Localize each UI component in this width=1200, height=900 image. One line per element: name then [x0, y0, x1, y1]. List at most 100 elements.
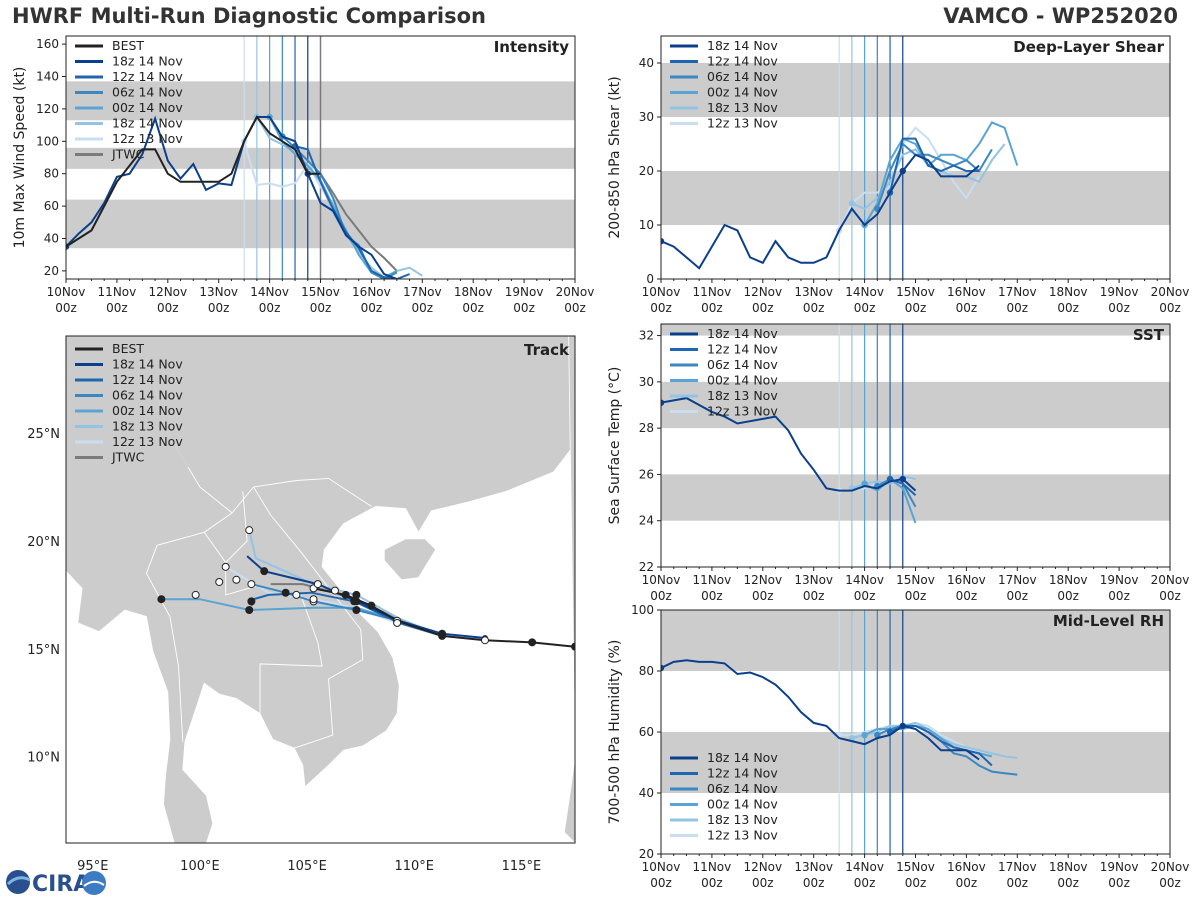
- track-point: [247, 580, 256, 589]
- legend-label: 06z 14 Nov: [707, 69, 778, 84]
- x-tick-label: 00z: [803, 589, 825, 603]
- x-tick-label: 00z: [361, 301, 383, 315]
- country-border: [253, 486, 364, 749]
- shade-band: [661, 474, 1170, 521]
- lon-tick-label: 110°E: [394, 859, 434, 874]
- x-tick-label: 00z: [1108, 301, 1130, 315]
- panel-title: Track: [524, 341, 570, 359]
- x-tick-label: 00z: [259, 301, 281, 315]
- y-tick-label: 24: [639, 514, 654, 528]
- x-tick-label: 12Nov: [148, 285, 187, 299]
- best-track-point: [571, 642, 575, 651]
- x-tick-label: 15Nov: [896, 860, 935, 874]
- y-tick-label: 80: [639, 664, 654, 678]
- legend-label: JTWC: [111, 147, 145, 162]
- y-tick-label: 40: [639, 56, 654, 70]
- x-tick-label: 18Nov: [454, 285, 493, 299]
- x-tick-label: 16Nov: [947, 285, 986, 299]
- legend-label: 18z 14 Nov: [112, 54, 183, 69]
- x-tick-label: 17Nov: [998, 860, 1037, 874]
- legend-label: 12z 14 Nov: [707, 54, 778, 69]
- legend-label: 12z 13 Nov: [112, 434, 183, 449]
- track-point: [245, 605, 254, 614]
- cira-logo-text: CIRA: [32, 872, 90, 897]
- land-hainan: [383, 538, 437, 581]
- track-point: [221, 562, 230, 571]
- x-tick-label: 11Nov: [693, 285, 732, 299]
- x-tick-label: 00z: [803, 301, 825, 315]
- y-axis-label: 200-850 hPa Shear (kt): [607, 76, 623, 238]
- x-tick-label: 00z: [905, 876, 927, 890]
- shade-band: [661, 732, 1170, 793]
- cira-swoosh-icon: [6, 876, 31, 886]
- noaa-wave-icon: [83, 880, 105, 887]
- x-tick-label: 20Nov: [1151, 285, 1190, 299]
- series-line: [876, 142, 993, 210]
- plot-area-sst: [661, 324, 1170, 567]
- track-point: [281, 588, 290, 597]
- x-tick-label: 12Nov: [743, 573, 782, 587]
- legend-label: 18z 13 Nov: [707, 812, 778, 827]
- x-tick-label: 00z: [752, 589, 774, 603]
- legend-label: 12z 13 Nov: [112, 131, 183, 146]
- legend-label: 18z 14 Nov: [707, 38, 778, 53]
- track-point: [215, 577, 224, 586]
- track-point: [191, 590, 200, 599]
- y-axis-label: 10m Max Wind Speed (kt): [12, 67, 28, 249]
- x-tick-label: 18Nov: [1049, 573, 1088, 587]
- panel-title: SST: [1133, 326, 1165, 344]
- x-tick-label: 00z: [1159, 876, 1181, 890]
- track-point: [350, 597, 359, 606]
- x-tick-label: 00z: [803, 876, 825, 890]
- y-tick-label: 20: [44, 264, 59, 278]
- lon-tick-label: 105°E: [287, 859, 327, 874]
- track-point: [247, 597, 256, 606]
- y-tick-label: 60: [639, 725, 654, 739]
- x-tick-label: 14Nov: [845, 573, 884, 587]
- y-tick-label: 120: [36, 102, 59, 116]
- series-line: [661, 659, 980, 761]
- x-tick-label: 11Nov: [693, 860, 732, 874]
- panel-track: 95°E 100°E 105°E 110°E 115°E 10°N 15°N 20°N 25°N…: [27, 335, 576, 874]
- x-tick-label: 18Nov: [1049, 285, 1088, 299]
- lon-tick-label: 95°E: [77, 859, 108, 874]
- legend-label: 06z 14 Nov: [112, 85, 183, 100]
- track-point: [352, 590, 361, 599]
- x-tick-label: 00z: [1108, 876, 1130, 890]
- x-tick-label: 00z: [462, 301, 484, 315]
- panel-title: Intensity: [494, 38, 570, 56]
- x-tick-label: 19Nov: [1100, 285, 1139, 299]
- legend-label: 18z 13 Nov: [112, 419, 183, 434]
- legend-label: 18z 14 Nov: [112, 116, 183, 131]
- x-tick-label: 11Nov: [98, 285, 137, 299]
- x-tick-label: 00z: [956, 589, 978, 603]
- lat-tick-label: 15°N: [27, 643, 60, 658]
- legend-label: 18z 14 Nov: [707, 750, 778, 765]
- lat-tick-label: 10°N: [27, 751, 60, 766]
- x-tick-label: 17Nov: [403, 285, 442, 299]
- series-start-point: [661, 399, 665, 406]
- x-tick-label: 00z: [701, 876, 723, 890]
- x-tick-label: 14Nov: [845, 860, 884, 874]
- lat-tick-label: 20°N: [27, 535, 60, 550]
- noaa-seal-icon: [82, 871, 106, 895]
- x-tick-label: 20Nov: [1151, 573, 1190, 587]
- y-tick-label: 28: [639, 421, 654, 435]
- shade-band: [661, 610, 1170, 671]
- y-tick-label: 140: [36, 70, 59, 84]
- plot-area-intensity: [66, 36, 575, 279]
- y-tick-label: 60: [44, 199, 59, 213]
- plot-area-rh: [661, 610, 1170, 854]
- y-tick-label: 20: [639, 164, 654, 178]
- legend-label: 18z 14 Nov: [707, 326, 778, 341]
- y-tick-label: 22: [639, 560, 654, 574]
- legend-label: 06z 14 Nov: [707, 357, 778, 372]
- best-track-point: [341, 590, 350, 599]
- track-point: [352, 605, 361, 614]
- y-tick-label: 160: [36, 37, 59, 51]
- x-tick-label: 00z: [1007, 876, 1029, 890]
- x-tick-label: 13Nov: [794, 860, 833, 874]
- x-tick-label: 13Nov: [199, 285, 238, 299]
- series-line: [838, 126, 980, 231]
- best-track-point: [480, 636, 489, 645]
